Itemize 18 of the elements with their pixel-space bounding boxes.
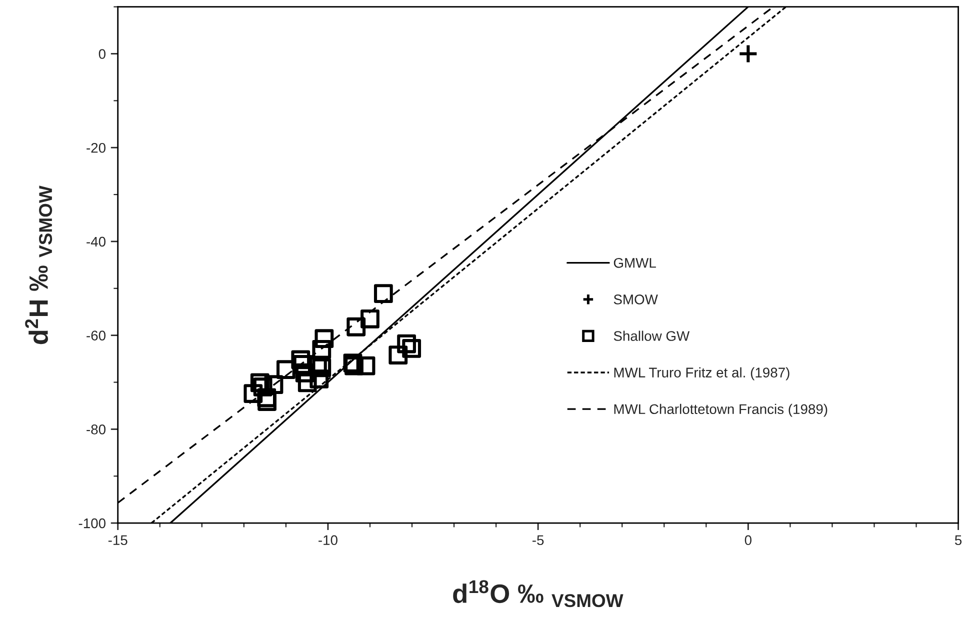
x-tick-label: -10 bbox=[318, 535, 338, 546]
x-axis-title: d$^{18}$O ‰ $_{VSMOW}$ bbox=[453, 580, 624, 608]
x-tick-label: 5 bbox=[954, 535, 962, 546]
legend-label: MWL Truro Fritz et al. (1987) bbox=[614, 367, 790, 380]
legend-label: GMWL bbox=[614, 258, 656, 268]
legend-label: Shallow GW bbox=[614, 330, 690, 341]
x-tick-label: -5 bbox=[532, 535, 544, 546]
y-tick-label: -20 bbox=[86, 142, 106, 153]
y-tick-label: -80 bbox=[86, 424, 106, 434]
y-tick-label: 0 bbox=[98, 49, 106, 59]
y-tick-label: -40 bbox=[86, 236, 106, 247]
x-tick-label: -15 bbox=[108, 535, 128, 546]
legend-label: SMOW bbox=[614, 294, 658, 304]
y-axis-title: d$^{2}$H ‰ $_{VSMOW}$ bbox=[25, 186, 52, 344]
legend-label: MWL Charlottetown Francis (1989) bbox=[614, 404, 828, 417]
y-tick-label: -100 bbox=[78, 518, 106, 528]
x-tick-label: 0 bbox=[744, 535, 752, 546]
y-tick-label: -60 bbox=[86, 330, 106, 340]
